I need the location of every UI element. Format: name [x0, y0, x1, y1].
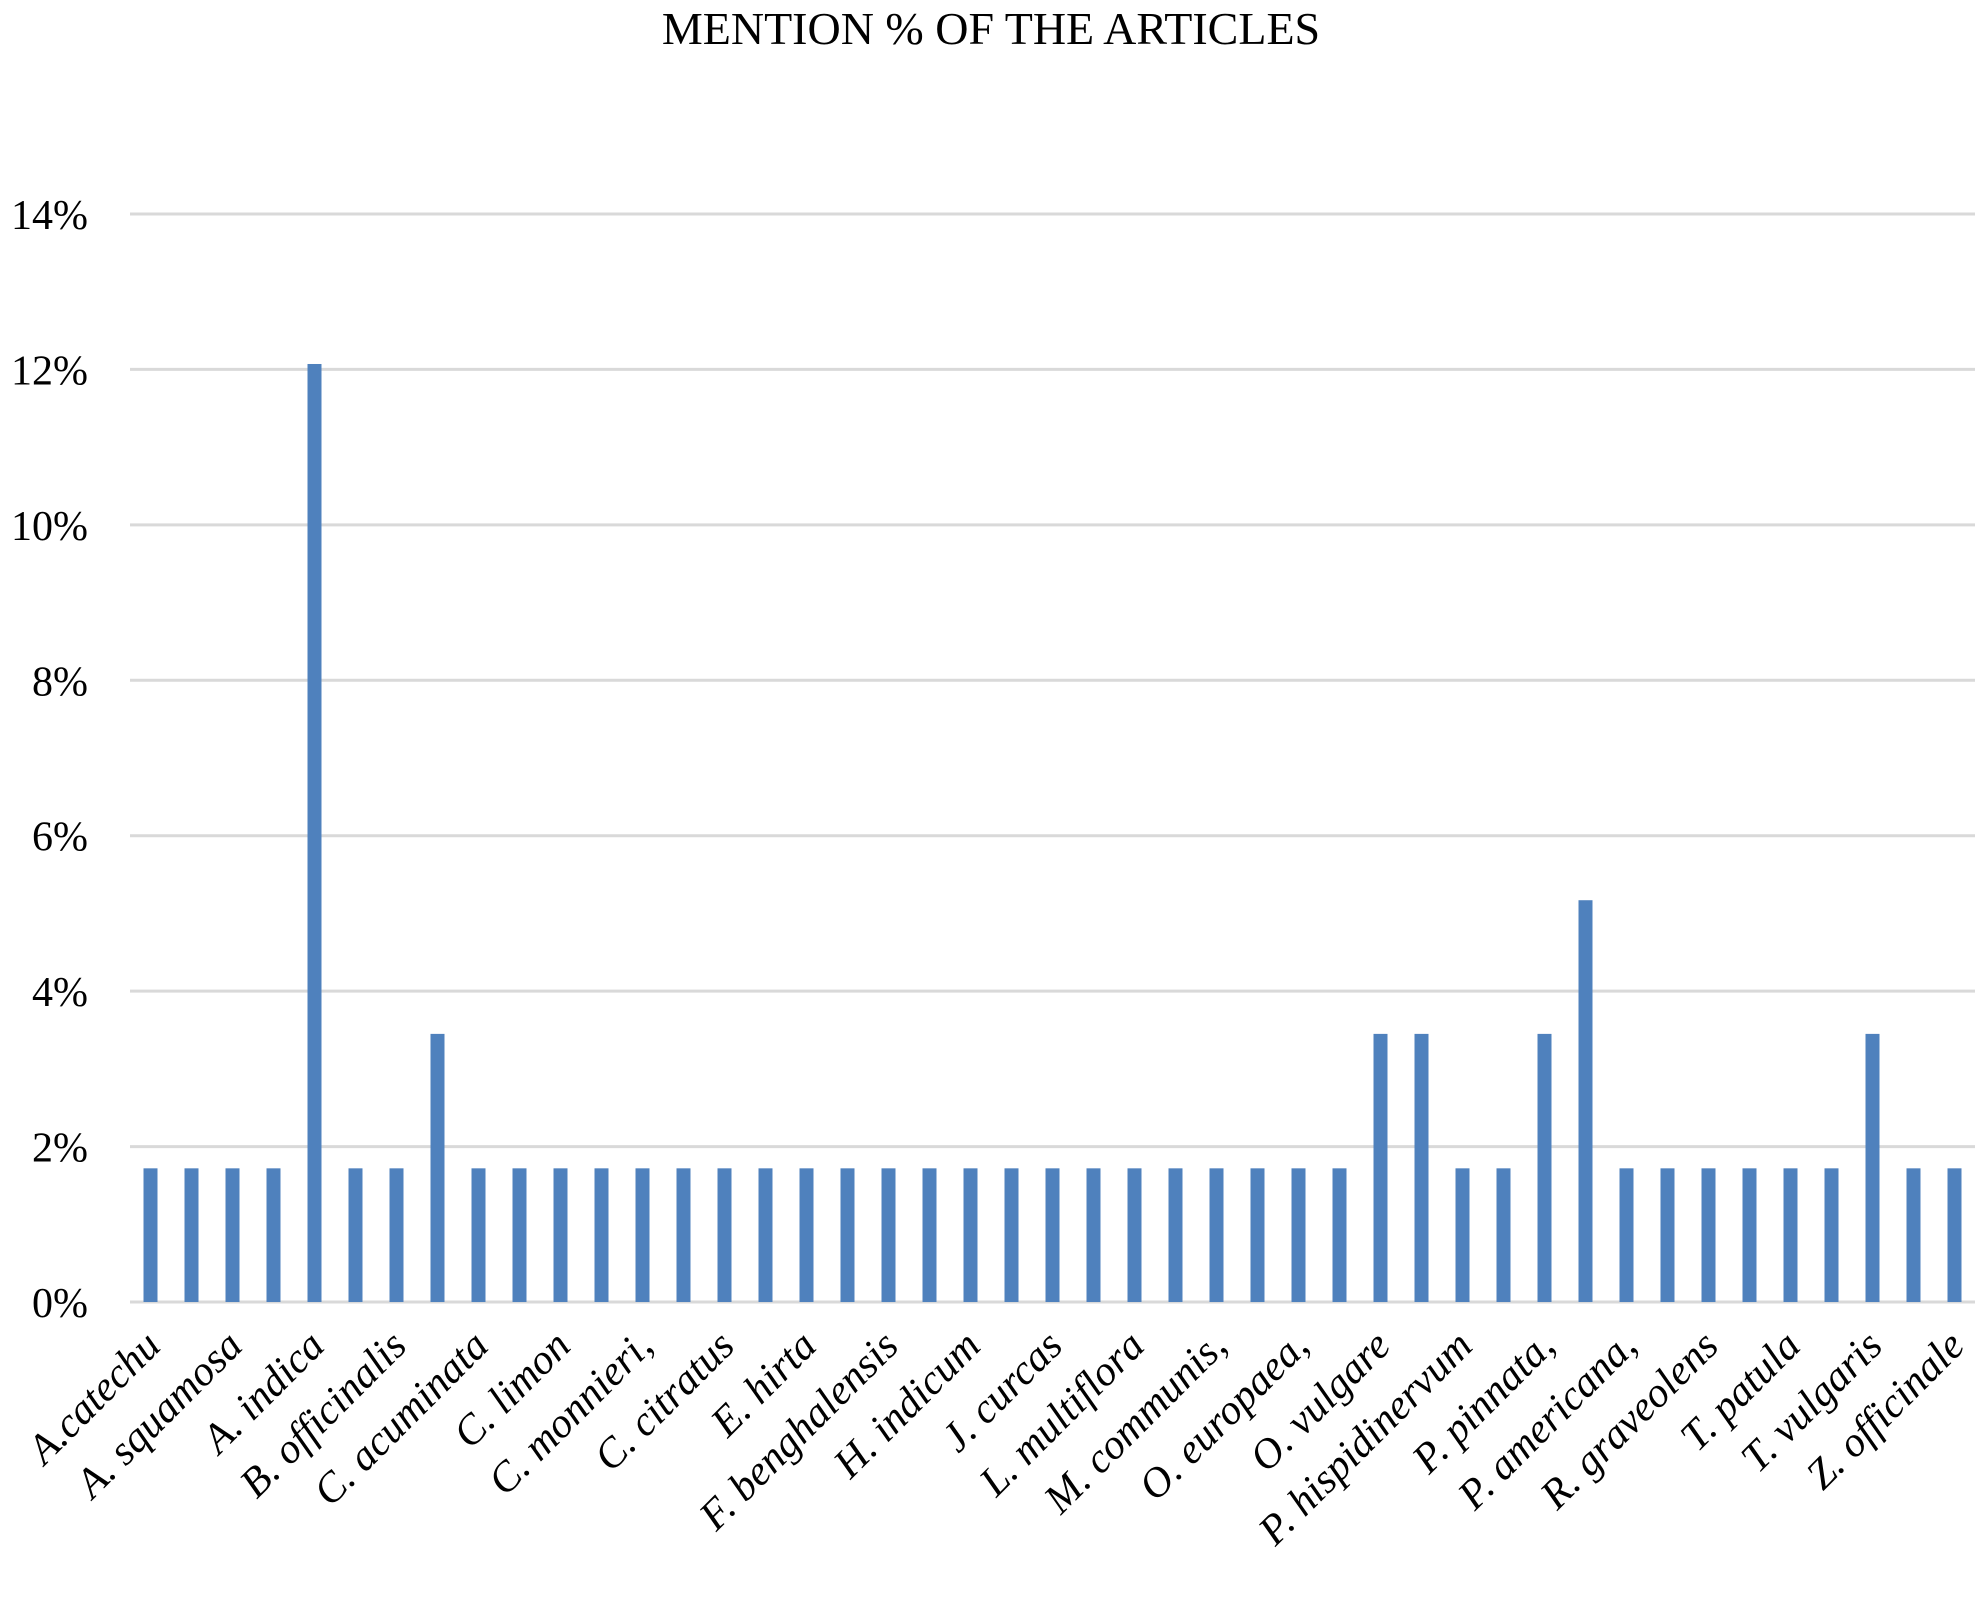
bar — [676, 1168, 691, 1302]
bar — [594, 1168, 609, 1302]
bar — [1742, 1168, 1757, 1302]
y-tick-label: 10% — [11, 504, 88, 550]
bar — [1291, 1168, 1306, 1302]
bar — [881, 1168, 896, 1302]
bar — [1086, 1168, 1101, 1302]
bar — [1004, 1168, 1019, 1302]
bar — [512, 1168, 527, 1302]
y-axis-ticks: 0% 2% 4% 6% 8% 10% 12% 14% — [11, 193, 88, 1327]
bar — [553, 1168, 568, 1302]
bar — [1824, 1168, 1839, 1302]
y-tick-label: 14% — [11, 193, 88, 239]
bar — [1045, 1168, 1060, 1302]
y-tick-label: 8% — [32, 659, 88, 705]
bar — [1496, 1168, 1511, 1302]
bar — [143, 1168, 158, 1302]
bar — [1578, 900, 1593, 1302]
bar — [1701, 1168, 1716, 1302]
bar — [922, 1168, 937, 1302]
bar — [1332, 1168, 1347, 1302]
bar — [389, 1168, 404, 1302]
bar — [840, 1168, 855, 1302]
y-tick-label: 4% — [32, 970, 88, 1016]
y-tick-label: 12% — [11, 348, 88, 394]
bar — [1906, 1168, 1921, 1302]
bar — [1537, 1033, 1552, 1302]
bar — [184, 1168, 199, 1302]
bar — [1127, 1168, 1142, 1302]
y-tick-label: 2% — [32, 1126, 88, 1172]
bar — [430, 1033, 445, 1302]
bar — [963, 1168, 978, 1302]
gridlines — [130, 212, 1975, 1304]
bar — [307, 363, 322, 1302]
bar — [225, 1168, 240, 1302]
bar — [471, 1168, 486, 1302]
bar — [758, 1168, 773, 1302]
chart-title: MENTION % OF THE ARTICLES — [661, 3, 1321, 54]
bar — [1865, 1033, 1880, 1302]
y-tick-label: 6% — [32, 815, 88, 861]
bar — [1660, 1168, 1675, 1302]
bar — [1947, 1168, 1962, 1302]
bar — [1168, 1168, 1183, 1302]
bar — [1414, 1033, 1429, 1302]
bar — [635, 1168, 650, 1302]
bar — [799, 1168, 814, 1302]
bar — [1783, 1168, 1798, 1302]
bar — [1209, 1168, 1224, 1302]
bar — [348, 1168, 363, 1302]
bar — [1373, 1033, 1388, 1302]
bar — [266, 1168, 281, 1302]
bars — [143, 363, 1962, 1302]
bar — [1619, 1168, 1634, 1302]
y-tick-label: 0% — [32, 1281, 88, 1327]
bar — [1455, 1168, 1470, 1302]
bar — [1250, 1168, 1265, 1302]
bar — [717, 1168, 732, 1302]
